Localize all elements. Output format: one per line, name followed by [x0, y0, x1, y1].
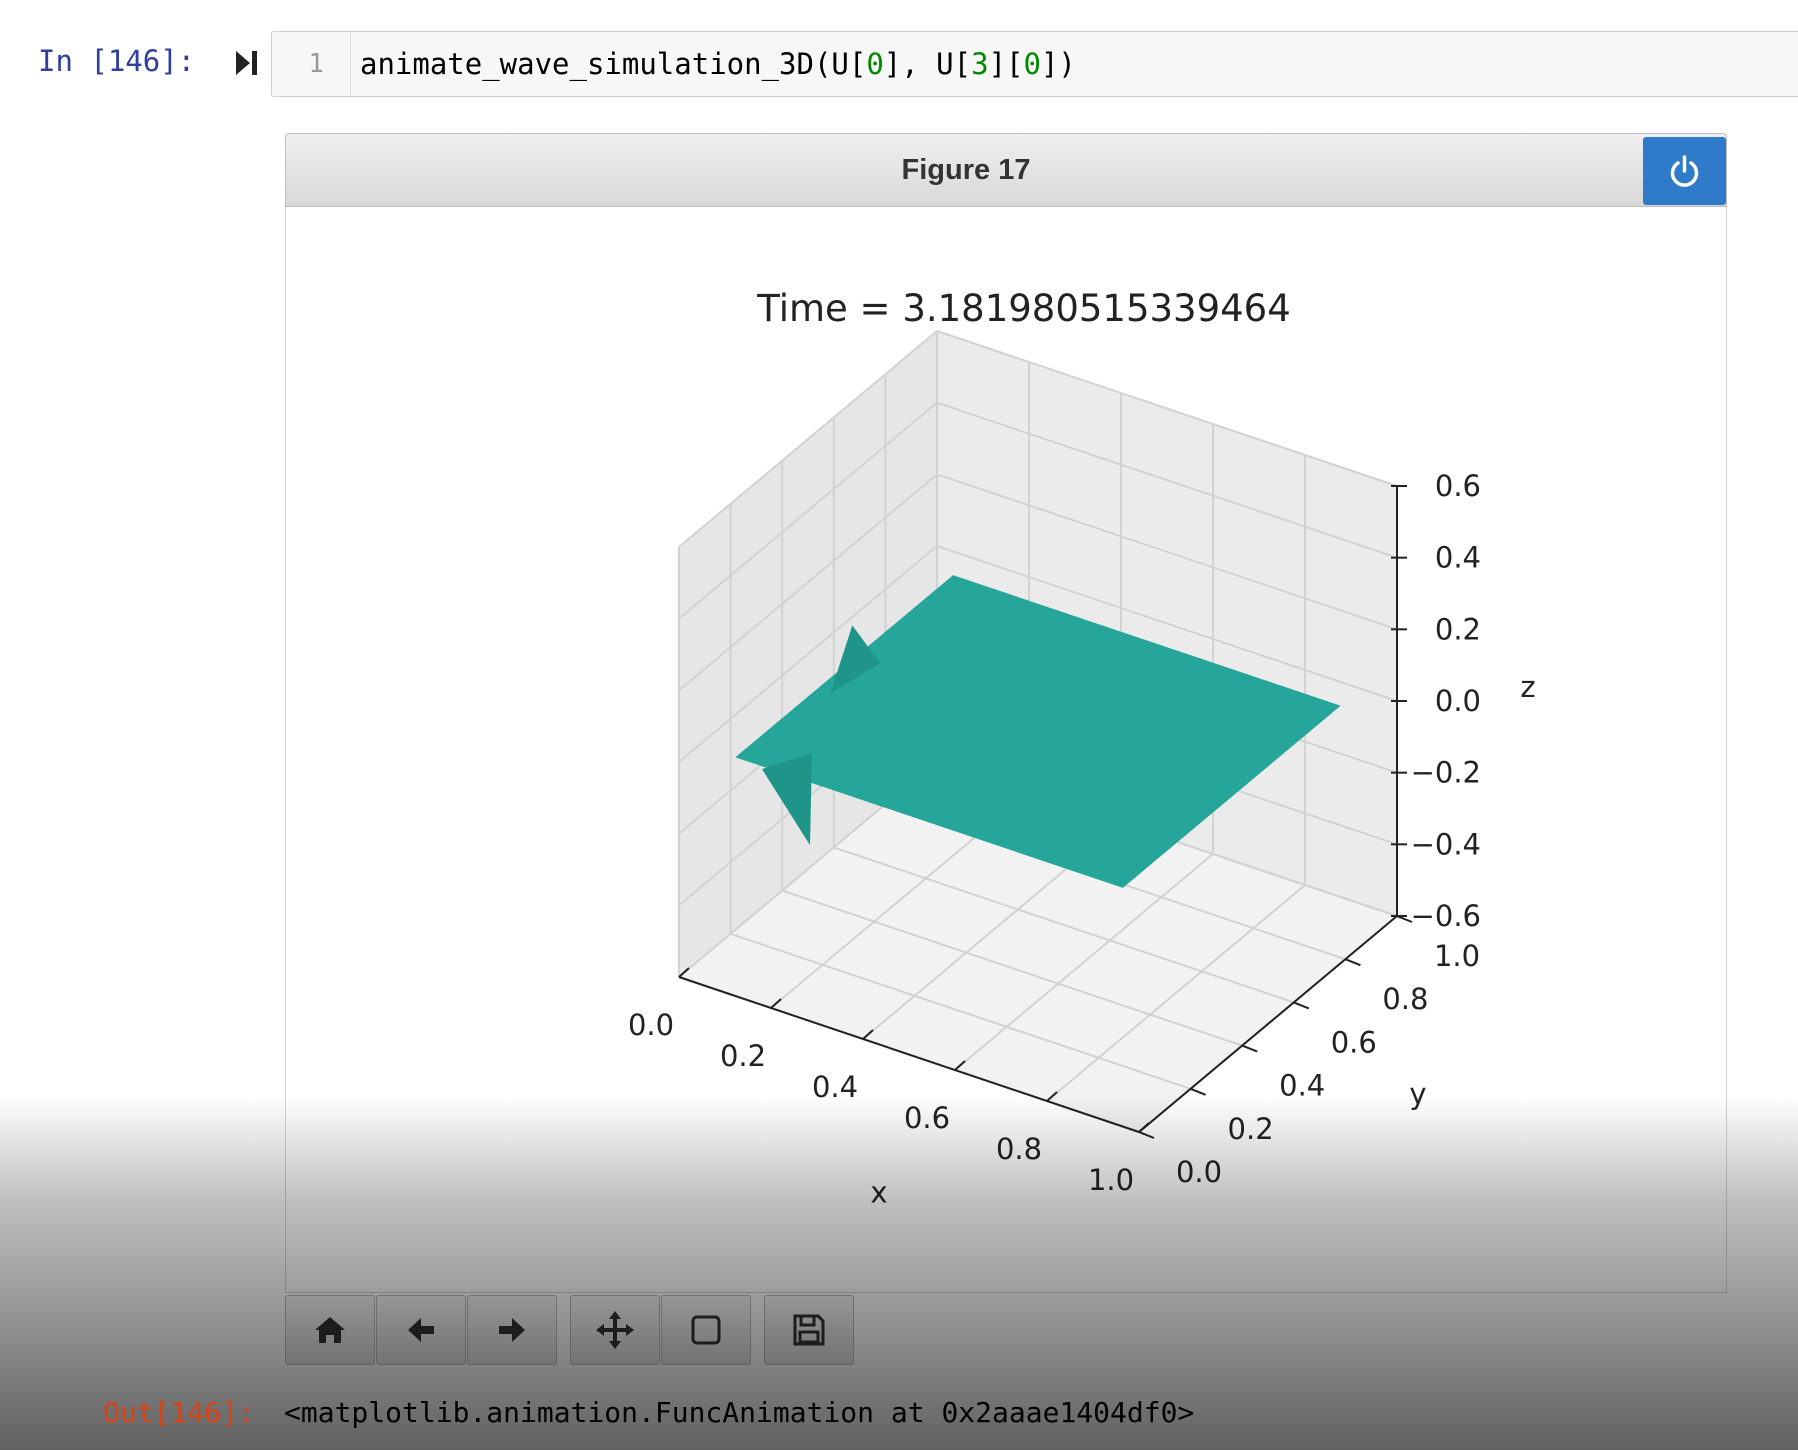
save-icon: [793, 1314, 825, 1346]
y-tick: [1138, 1131, 1155, 1139]
side-gridline: [678, 473, 938, 692]
power-icon: [1670, 155, 1699, 187]
back-gridline: [936, 473, 1398, 631]
z-tick-label: 0.0: [1435, 684, 1481, 718]
x-tick-label: 0.4: [812, 1070, 858, 1104]
x-tick: [678, 967, 690, 978]
y-tick-label: 0.8: [1382, 982, 1428, 1016]
z-axis-label: z: [1520, 670, 1535, 704]
home-icon: [315, 1317, 345, 1343]
output-text: <matplotlib.animation.FuncAnimation at 0…: [284, 1396, 1195, 1429]
x-tick-label: 0.8: [996, 1132, 1042, 1166]
square-icon: [691, 1315, 721, 1345]
y-tick: [1293, 1001, 1310, 1010]
floor-gridline: [781, 889, 1243, 1047]
x-tick-label: 0.6: [904, 1101, 950, 1135]
input-prompt: In [146]:: [38, 44, 196, 78]
y-tick-label: 1.0: [1434, 939, 1480, 973]
floor-pane: [679, 761, 1397, 1132]
run-cell-icon[interactable]: [234, 48, 260, 78]
floor-gridline: [954, 853, 1214, 1071]
y-tick: [1190, 1087, 1206, 1096]
code-editor[interactable]: 1 animate_wave_simulation_3D(U[0], U[3][…: [271, 31, 1798, 97]
back-gridline: [936, 545, 1398, 702]
y-axis-label: y: [1409, 1077, 1426, 1111]
forward-button[interactable]: [467, 1295, 557, 1365]
side-gridline: [678, 545, 938, 763]
plot-title: Time = 3.181980515339464: [756, 287, 1290, 330]
z-tick-label: −0.4: [1411, 827, 1481, 861]
x-tick: [770, 998, 782, 1009]
y-tick-label: 0.6: [1331, 1025, 1377, 1059]
zoom-button[interactable]: [661, 1295, 751, 1365]
line-number: 1: [272, 32, 351, 96]
z-tick-label: −0.6: [1411, 899, 1481, 933]
x-tick-label: 1.0: [1088, 1163, 1134, 1197]
floor-gridline: [833, 846, 1295, 1004]
save-button[interactable]: [764, 1295, 854, 1365]
x-tick: [862, 1029, 874, 1040]
back-gridline: [936, 401, 1398, 559]
y-tick-label: 0.4: [1279, 1069, 1325, 1103]
surface-spike: [762, 753, 812, 846]
surface-plot: 0.00.20.40.60.81.0 0.00.20.40.60.81.00.60…: [628, 287, 1536, 1210]
floor-gridline: [730, 932, 1191, 1090]
figure-canvas[interactable]: 0.0 0.2 0.4 0.6 0.8 1.0 0.0 0.2 0.4 0.6 0.8 1.0 0.6 0…: [285, 207, 1727, 1293]
close-figure-button[interactable]: [1643, 137, 1726, 205]
z-tick-label: −0.2: [1411, 756, 1481, 790]
wave-surface: [735, 575, 1341, 888]
arrow-right-icon: [499, 1318, 525, 1342]
figure-title: Figure 17: [901, 154, 1031, 186]
y-tick: [1345, 958, 1361, 967]
z-tick-label: 0.2: [1435, 612, 1481, 646]
code-line[interactable]: animate_wave_simulation_3D(U[0], U[3][0]…: [360, 47, 1076, 81]
pan-button[interactable]: [570, 1295, 660, 1365]
side-gridline: [678, 401, 938, 620]
back-button[interactable]: [376, 1295, 466, 1365]
x-axis-label: x: [870, 1176, 887, 1210]
home-button[interactable]: [285, 1295, 375, 1365]
z-tick-label: 0.4: [1435, 541, 1481, 575]
x-tick-label: 0.2: [720, 1039, 766, 1073]
z-tick-label: 0.6: [1435, 469, 1481, 503]
back-gridline: [936, 330, 1398, 487]
output-prompt: Out[146]:: [103, 1396, 255, 1429]
y-tick-label: 0.0: [1176, 1155, 1222, 1189]
y-tick-label: 0.2: [1228, 1112, 1274, 1146]
floor-gridline: [1046, 884, 1306, 1102]
figure-header: Figure 17: [285, 133, 1727, 207]
surface-spike: [830, 625, 881, 694]
arrow-left-icon: [408, 1318, 434, 1342]
x-tick: [954, 1060, 966, 1071]
y-tick: [1241, 1044, 1258, 1053]
move-icon: [596, 1311, 634, 1349]
x-tick-label: 0.0: [628, 1008, 674, 1042]
side-gridline: [678, 330, 938, 548]
